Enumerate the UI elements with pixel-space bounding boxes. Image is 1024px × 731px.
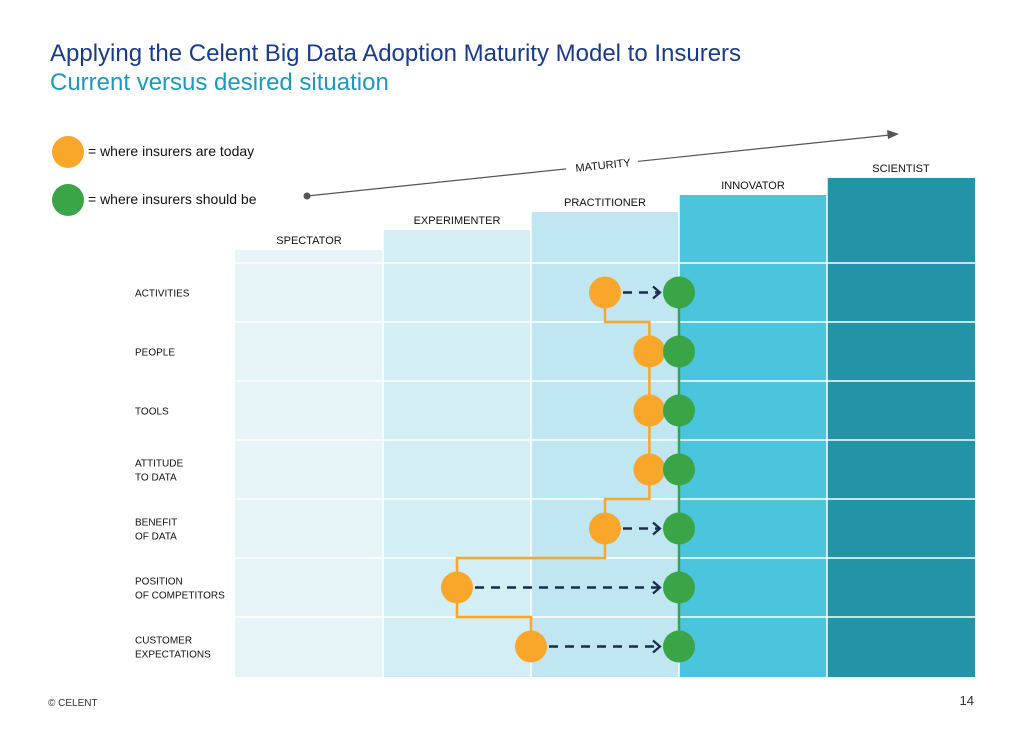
copyright: © CELENT: [48, 698, 98, 709]
current-dot: [441, 571, 473, 604]
row-label-line: OF DATA: [135, 532, 177, 543]
row-label-4: BENEFIT OF DATA: [135, 518, 177, 543]
stage-label-practitioner: PRACTITIONER: [564, 197, 646, 209]
row-label-line: PEOPLE: [135, 348, 175, 359]
row-label-3: ATTITUDE TO DATA: [135, 459, 183, 484]
row-label-line: TOOLS: [135, 407, 169, 418]
row-label-line: BENEFIT: [135, 518, 177, 529]
gap-arrowhead: [652, 639, 662, 654]
desired-dot: [663, 335, 695, 368]
maturity-axis-label: MATURITY: [575, 157, 632, 175]
current-dot: [633, 335, 666, 368]
row-label-line: POSITION: [135, 577, 183, 588]
row-label-line: TO DATA: [135, 473, 177, 484]
row-label-2: TOOLS: [135, 407, 169, 418]
row-label-line: ACTIVITIES: [135, 289, 190, 300]
orange-dot-icon: [52, 136, 84, 168]
page-subtitle: Current versus desired situation: [50, 69, 389, 96]
gap-arrowhead: [652, 521, 662, 536]
maturity-arrowhead: [887, 130, 899, 139]
maturity-label-bg: [565, 153, 639, 175]
stage-column-scientist: [827, 178, 975, 677]
page-number: 14: [959, 693, 974, 708]
desired-dot: [663, 276, 695, 309]
stage-column-spectator: [235, 250, 383, 677]
row-label-line: CUSTOMER: [135, 636, 192, 647]
maturity-axis-start: [303, 192, 311, 200]
row-label-line: OF COMPETITORS: [135, 591, 225, 602]
gap-arrowhead: [652, 285, 662, 300]
current-dot: [633, 394, 666, 427]
current-dot: [633, 453, 666, 486]
legend-today-label: = where insurers are today: [88, 143, 255, 159]
row-label-6: CUSTOMER EXPECTATIONS: [135, 636, 211, 661]
page-title: Applying the Celent Big Data Adoption Ma…: [50, 40, 742, 67]
row-label-line: ATTITUDE: [135, 459, 183, 470]
desired-dot: [663, 453, 695, 486]
row-label-line: EXPECTATIONS: [135, 650, 211, 661]
desired-dot: [663, 394, 695, 427]
stage-label-scientist: SCIENTIST: [872, 163, 930, 175]
desired-dot: [663, 630, 695, 663]
current-dot: [589, 276, 621, 309]
row-label-1: PEOPLE: [135, 348, 175, 359]
legend-should-label: = where insurers should be: [88, 191, 257, 207]
stage-label-spectator: SPECTATOR: [276, 235, 341, 247]
desired-dot: [663, 571, 695, 604]
desired-dot: [663, 512, 695, 545]
gap-arrowhead: [652, 580, 662, 595]
row-label-5: POSITION OF COMPETITORS: [135, 577, 225, 602]
stage-column-innovator: [679, 195, 827, 677]
green-dot-icon: [52, 184, 84, 216]
current-dot: [589, 512, 621, 545]
stage-label-innovator: INNOVATOR: [721, 180, 785, 192]
current-dot: [515, 630, 547, 663]
stage-label-experimenter: EXPERIMENTER: [414, 215, 501, 227]
row-label-0: ACTIVITIES: [135, 289, 190, 300]
